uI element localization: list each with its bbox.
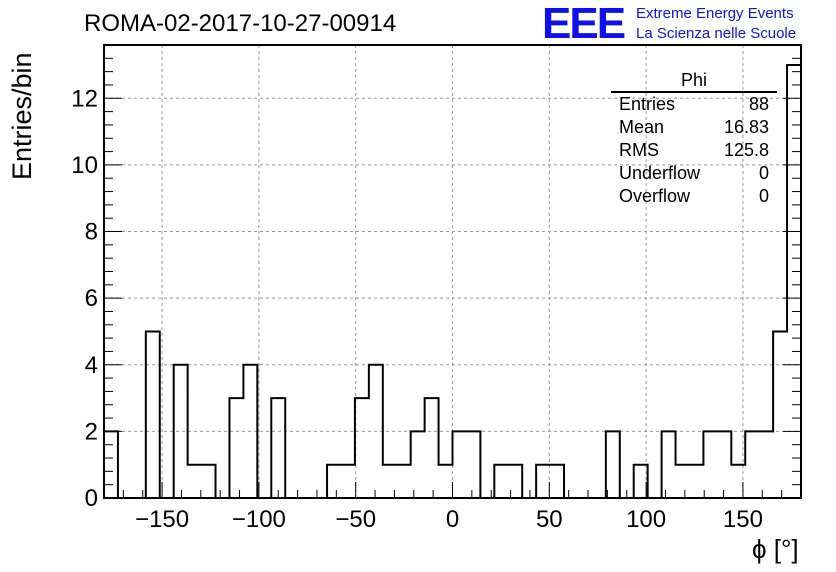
histogram-bin — [202, 465, 216, 498]
histogram-bin — [606, 431, 620, 498]
stats-row: RMS 125.8 — [611, 139, 777, 162]
x-tick-label: −50 — [335, 506, 376, 533]
histogram-bin — [550, 465, 564, 498]
stats-row: Mean 16.83 — [611, 116, 777, 139]
stats-box: Phi Entries 88 Mean 16.83 RMS 125.8 Underfl… — [611, 70, 777, 208]
histogram-bin — [773, 331, 787, 498]
stats-label: Entries — [619, 94, 676, 114]
stats-title: Phi — [611, 70, 777, 93]
histogram-bin — [662, 431, 676, 498]
histogram-bin — [411, 431, 425, 498]
histogram-bin — [341, 465, 355, 498]
chart-title: ROMA-02-2017-10-27-00914 — [84, 10, 397, 37]
stats-row: Entries 88 — [611, 93, 777, 116]
histogram-bin — [104, 431, 118, 498]
stats-row: Overflow 0 — [611, 185, 777, 208]
x-tick-label: 100 — [626, 506, 666, 533]
stats-label: Mean — [619, 117, 665, 137]
eee-logo: EEE — [542, 0, 626, 48]
histogram-bin — [787, 65, 801, 498]
histogram-bin — [146, 331, 160, 498]
logo-line-1: Extreme Energy Events — [636, 5, 794, 22]
stats-label: Overflow — [619, 186, 691, 206]
y-tick-label: 10 — [71, 152, 98, 179]
stats-label: RMS — [619, 140, 659, 160]
histogram-bin — [466, 431, 480, 498]
logo-line-2: La Scienza nelle Scuole — [636, 25, 797, 42]
y-tick-label: 2 — [85, 418, 98, 445]
histogram-bin — [453, 431, 467, 498]
histogram-bin — [536, 465, 550, 498]
y-tick-label: 8 — [85, 219, 98, 246]
x-axis-label: ϕ [°] — [752, 534, 799, 564]
histogram-bin — [439, 465, 453, 498]
stats-value: 0 — [758, 186, 769, 206]
stats-value: 125.8 — [723, 140, 769, 160]
histogram-series — [103, 63, 802, 499]
stats-value: 0 — [758, 163, 769, 183]
stats-label: Underflow — [619, 163, 701, 183]
y-tick-label: 6 — [85, 285, 98, 312]
histogram-bin — [703, 431, 717, 498]
y-tick-label: 12 — [71, 85, 98, 112]
y-tick-label: 0 — [85, 485, 98, 512]
histogram-bin — [174, 365, 188, 498]
y-axis-label: Entries/bin — [7, 52, 37, 180]
stats-value: 16.83 — [723, 117, 769, 137]
histogram-bin — [355, 398, 369, 498]
histogram-bin — [689, 465, 703, 498]
histogram-bin — [229, 398, 243, 498]
x-tick-label: 150 — [723, 506, 763, 533]
histogram-bin — [425, 398, 439, 498]
x-tick-label: 50 — [536, 506, 563, 533]
histogram-bin — [494, 465, 508, 498]
histogram-bin — [327, 465, 341, 498]
stats-value: 88 — [748, 94, 769, 114]
y-tick-label: 4 — [85, 352, 98, 379]
histogram-bin — [634, 465, 648, 498]
x-tick-label: −150 — [135, 506, 189, 533]
histogram-bin — [717, 431, 731, 498]
histogram-bin — [188, 465, 202, 498]
histogram-bin — [271, 398, 285, 498]
histogram-bin — [745, 431, 759, 498]
histogram-bin — [397, 465, 411, 498]
x-tick-label: −100 — [232, 506, 286, 533]
stats-row: Underflow 0 — [611, 162, 777, 185]
logo-caption: Extreme Energy Events La Scienza nelle S… — [636, 4, 796, 44]
histogram-bin — [759, 431, 773, 498]
x-tick-label: 0 — [446, 506, 459, 533]
histogram-bin — [676, 465, 690, 498]
